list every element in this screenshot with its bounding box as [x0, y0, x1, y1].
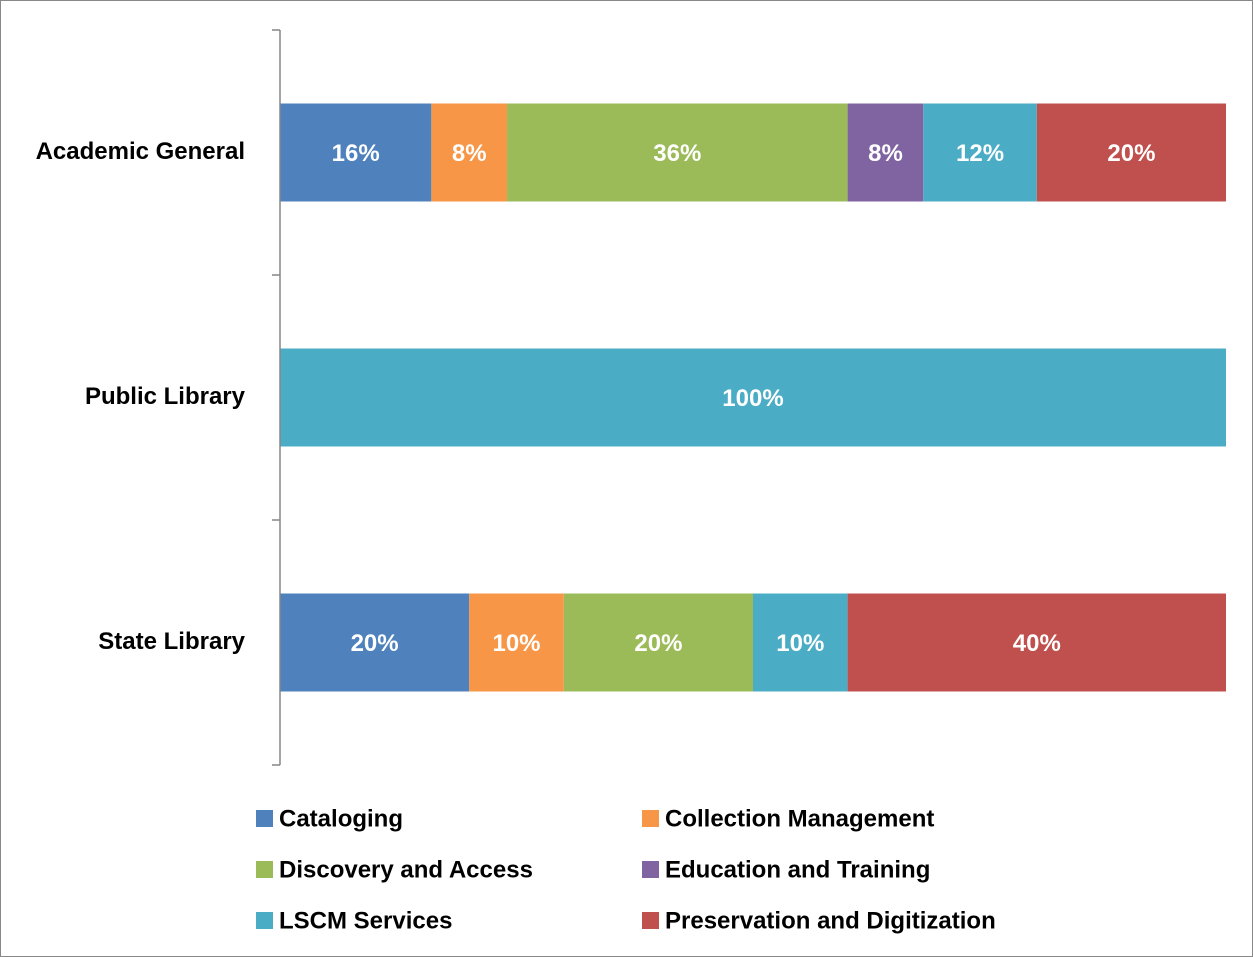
data-label: 20%	[1107, 140, 1155, 167]
bar-segment	[469, 593, 564, 692]
bar-segment	[431, 103, 508, 202]
bar-segment	[280, 103, 432, 202]
data-label: 36%	[653, 140, 701, 167]
data-label: 10%	[492, 630, 540, 657]
legend-swatch	[642, 861, 659, 878]
bar-segment	[847, 593, 1226, 692]
legend-label: Education and Training	[665, 856, 930, 883]
legend-label: Collection Management	[665, 805, 934, 832]
y-tick-label: State Library	[98, 628, 245, 655]
bar-segment	[847, 103, 924, 202]
data-label: 100%	[722, 385, 783, 412]
bar-segment	[507, 103, 848, 202]
legend-label: Preservation and Digitization	[665, 907, 996, 934]
legend-swatch	[256, 861, 273, 878]
data-label: 40%	[1013, 630, 1061, 657]
data-label: 12%	[956, 140, 1004, 167]
legend-swatch	[256, 810, 273, 827]
legend-swatch	[642, 912, 659, 929]
data-label: 16%	[332, 140, 380, 167]
bar-segment	[1036, 103, 1226, 202]
legend-swatch	[256, 912, 273, 929]
bar-segment	[923, 103, 1037, 202]
legend-label: Discovery and Access	[279, 856, 533, 883]
bar-segment	[753, 593, 848, 692]
data-label: 20%	[351, 630, 399, 657]
legend-label: LSCM Services	[279, 907, 452, 934]
bar-segment	[280, 348, 1226, 447]
bar-segment	[280, 593, 470, 692]
legend-label: Cataloging	[279, 805, 403, 832]
data-label: 20%	[634, 630, 682, 657]
data-label: 8%	[452, 140, 487, 167]
bar-segment	[563, 593, 753, 692]
y-tick-label: Public Library	[85, 383, 246, 410]
legend-swatch	[642, 810, 659, 827]
data-label: 10%	[776, 630, 824, 657]
data-label: 8%	[868, 140, 903, 167]
y-tick-label: Academic General	[36, 138, 245, 165]
